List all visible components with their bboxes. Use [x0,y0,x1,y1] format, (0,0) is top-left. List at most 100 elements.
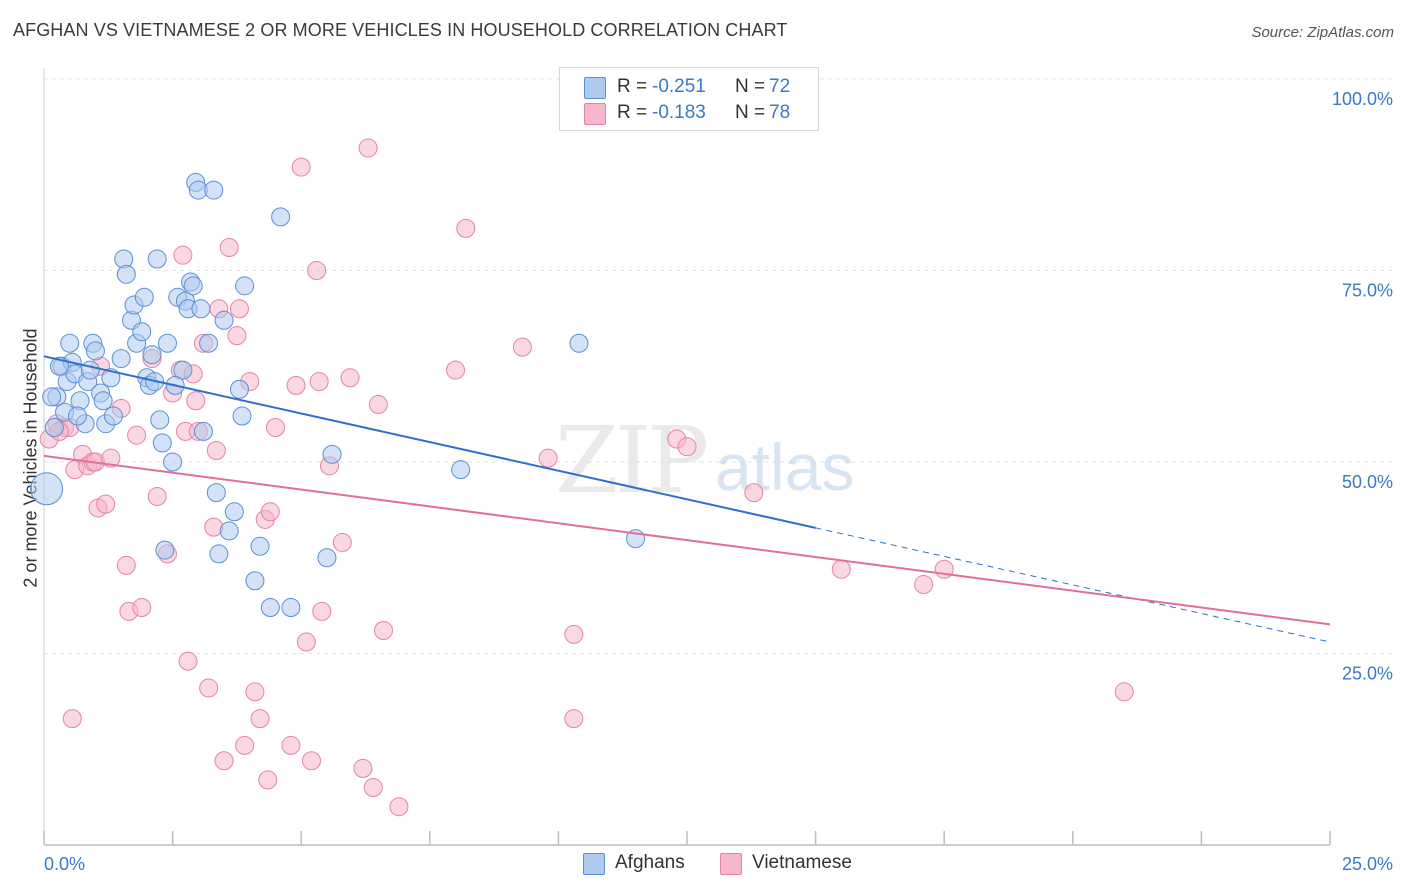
vietnamese-point [332,532,352,552]
trend-lines [43,355,1331,643]
x-tick-label: 0.0% [44,854,85,874]
vietnamese-point [127,425,147,445]
vietnamese-trend-line [43,454,1331,626]
afghans-point [103,406,123,426]
vietnamese-swatch [720,853,742,875]
afghans-swatch [584,77,606,99]
afghans-point [30,472,64,506]
afghans-point [235,276,255,296]
r-value: -0.183 [652,102,706,123]
vietnamese-point [260,502,280,522]
afghans-point [193,421,213,441]
afghans-point [322,444,342,464]
vietnamese-point [340,368,360,388]
vietnamese-point [389,797,409,817]
vietnamese-point [186,391,206,411]
afghans-point [132,322,152,342]
vietnamese-point [245,682,265,702]
vietnamese-point [744,483,764,503]
afghans-point [67,406,87,426]
x-tick-label: 25.0% [1342,854,1393,874]
vietnamese-point [281,735,301,755]
afghans-point [245,571,265,591]
afghans-point [44,418,64,438]
afghans-point [85,341,105,361]
vietnamese-point [358,138,378,158]
afghans-point [49,356,69,376]
vietnamese-point [96,494,116,514]
afghans-point [142,345,162,365]
vietnamese-point [301,751,321,771]
afghans-point [232,406,252,426]
y-tick-label: 25.0% [1342,664,1393,684]
vietnamese-point [363,778,383,798]
afghans-point [250,536,270,556]
y-tick-label: 100.0% [1332,89,1393,109]
afghans-point [191,299,211,319]
vietnamese-point [309,372,329,392]
legend-stats: R = -0.251 N = 72 R = -0.183 N = 78 [559,67,819,131]
afghans-point [183,276,203,296]
n-label: N = [735,76,766,97]
vietnamese-point [291,157,311,177]
vietnamese-point [250,709,270,729]
vietnamese-point [446,360,466,380]
afghans-point [80,360,100,380]
afghans-point [42,387,62,407]
vietnamese-point [564,624,584,644]
n-value: 78 [769,102,791,123]
afghans-point [199,333,219,353]
vietnamese-point [307,261,327,280]
afghans-point [111,349,131,369]
vietnamese-point [199,678,219,698]
afghans-point [224,502,244,522]
vietnamese-point [227,326,247,346]
legend-label: Afghans [615,852,685,873]
afghans-point [209,544,229,564]
vietnamese-point [368,395,388,415]
afghans-point [150,410,170,430]
vietnamese-point [132,598,152,618]
afghans-point [152,433,172,453]
n-value: 72 [769,76,791,97]
vietnamese-point [235,735,255,755]
afghans-swatch [583,853,605,875]
afghans-point [229,379,249,399]
afghans-trend-line [43,355,816,529]
vietnamese-point [147,486,167,506]
vietnamese-point [564,709,584,729]
r-label: R = [617,102,648,123]
n-label: N = [735,102,766,123]
afghans-point [281,598,301,618]
afghans-point [93,391,113,411]
chart-title: AFGHAN VS VIETNAMESE 2 OR MORE VEHICLES … [13,20,788,40]
watermark-zip: ZIP [555,407,706,514]
vietnamese-swatch [584,103,606,125]
afghans-point [204,180,224,200]
vietnamese-point [512,337,532,357]
afghans-point [206,483,226,503]
vietnamese-point [206,441,226,461]
vietnamese-point [178,651,198,671]
vietnamese-point [229,299,249,319]
y-tick-label: 50.0% [1342,472,1393,492]
vietnamese-point [116,555,136,575]
vietnamese-point [831,559,851,579]
grid-lines [44,78,1394,654]
vietnamese-point [677,437,697,457]
afghans-point [116,264,136,284]
afghans-points [30,172,646,618]
vietnamese-point [914,575,934,595]
afghans-point [157,333,177,353]
vietnamese-point [286,375,306,395]
vietnamese-point [374,621,394,641]
vietnamese-point [456,218,476,238]
afghans-trend-extension [815,527,1331,643]
watermark: ZIP atlas [555,407,854,514]
r-label: R = [617,76,648,97]
vietnamese-point [101,448,121,468]
tick-labels: 100.0% 75.0% 50.0% 25.0% 0.0% 25.0% [44,89,1393,874]
vietnamese-point [219,238,239,258]
afghans-point [271,207,291,227]
